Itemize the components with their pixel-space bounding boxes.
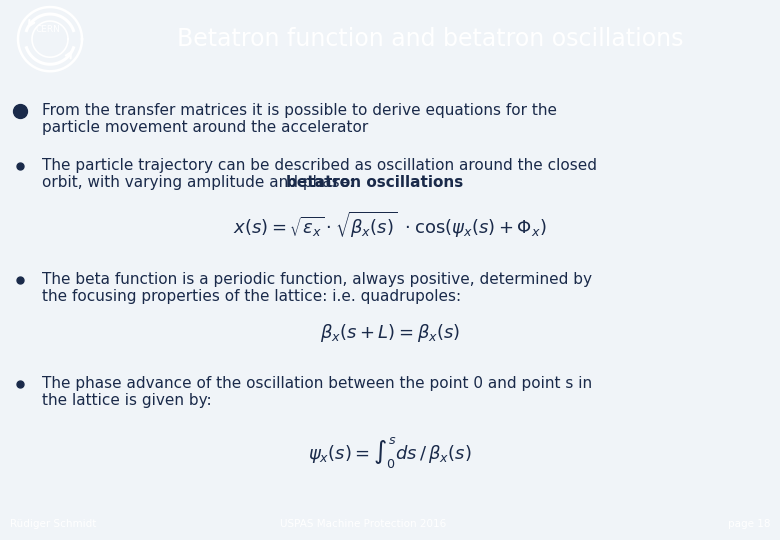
Text: From the transfer matrices it is possible to derive equations for the: From the transfer matrices it is possibl…	[42, 103, 557, 118]
Text: The particle trajectory can be described as oscillation around the closed: The particle trajectory can be described…	[42, 158, 597, 173]
Text: The beta function is a periodic function, always positive, determined by: The beta function is a periodic function…	[42, 272, 592, 287]
Text: Betatron function and betatron oscillations: Betatron function and betatron oscillati…	[177, 27, 683, 51]
Text: $\psi_x(s) = \int_0^s ds\,/\,\beta_x(s)$: $\psi_x(s) = \int_0^s ds\,/\,\beta_x(s)$	[308, 435, 472, 470]
Text: the lattice is given by:: the lattice is given by:	[42, 393, 211, 408]
Text: CERN: CERN	[36, 25, 60, 33]
Text: particle movement around the accelerator: particle movement around the accelerator	[42, 120, 368, 135]
Text: $x(s) = \sqrt{\epsilon_x} \cdot \sqrt{\beta_x(s)}\ \cdot \cos(\psi_x(s) + \Phi_x: $x(s) = \sqrt{\epsilon_x} \cdot \sqrt{\b…	[233, 210, 547, 240]
Text: page 18: page 18	[728, 519, 770, 529]
Text: Rüdiger Schmidt: Rüdiger Schmidt	[10, 519, 97, 529]
Text: USPAS Machine Protection 2016: USPAS Machine Protection 2016	[280, 519, 446, 529]
Text: The phase advance of the oscillation between the point 0 and point s in: The phase advance of the oscillation bet…	[42, 376, 592, 391]
Text: $\beta_x(s + L) = \beta_x(s)$: $\beta_x(s + L) = \beta_x(s)$	[320, 322, 460, 345]
Text: betatron oscillations: betatron oscillations	[286, 175, 463, 190]
Text: orbit, with varying amplitude and phase:: orbit, with varying amplitude and phase:	[42, 175, 359, 190]
Text: the focusing properties of the lattice: i.e. quadrupoles:: the focusing properties of the lattice: …	[42, 289, 461, 304]
